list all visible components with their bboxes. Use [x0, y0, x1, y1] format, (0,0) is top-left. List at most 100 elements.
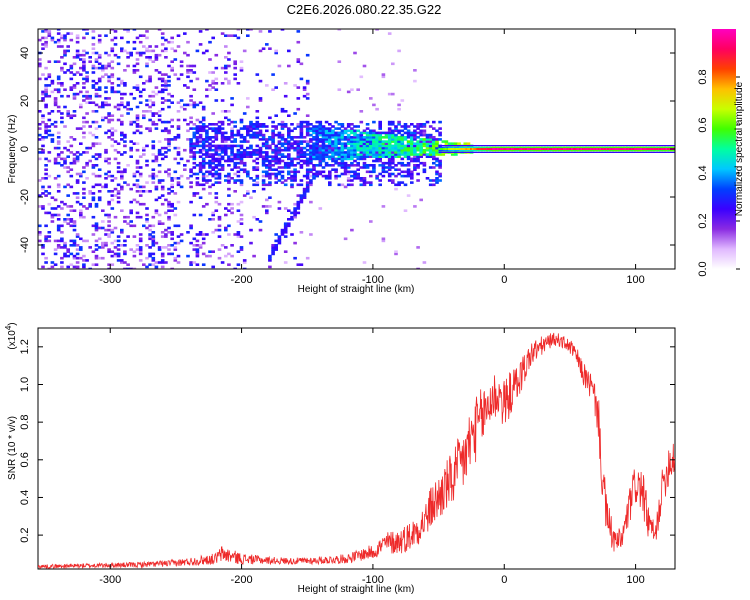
spectrogram-cell: [44, 190, 48, 193]
spectrogram-cell: [474, 145, 477, 147]
spectrogram-cell: [673, 146, 675, 148]
spectrogram-cell: [151, 181, 156, 184]
spectrogram-cell: [255, 151, 260, 154]
spectrogram-cell: [387, 168, 392, 171]
spectrogram-cell: [531, 145, 534, 147]
spectrogram-cell: [343, 151, 348, 154]
spectrogram-cell: [227, 179, 231, 182]
spectrogram-cell: [41, 138, 45, 141]
spectrogram-cell: [164, 129, 168, 133]
spectrogram-cell: [192, 71, 197, 74]
spectrogram-cell: [536, 150, 539, 152]
spectrogram-cell: [586, 150, 589, 152]
spectrogram-cell: [201, 140, 206, 143]
spectrogram-cell: [164, 47, 168, 50]
spectrogram-cell: [369, 133, 373, 137]
spectrogram-cell: [252, 179, 256, 182]
spectrogram-cell: [346, 142, 351, 145]
spectrogram-cell: [75, 244, 80, 247]
spectrogram-cell: [255, 73, 260, 76]
spectrogram-cell: [183, 168, 187, 171]
spectrogram-cell: [652, 146, 655, 148]
spectrogram-cell: [56, 38, 61, 42]
spectrogram-cell: [397, 146, 401, 150]
spectrogram-cell: [88, 267, 92, 269]
spectrogram-cell: [151, 256, 156, 260]
spectrogram-cell: [107, 103, 111, 107]
spectrogram-cell: [145, 226, 149, 230]
spectrogram-cell: [227, 123, 231, 126]
spectrogram-cell: [422, 170, 427, 174]
spectrogram-cell: [110, 60, 115, 63]
spectrogram-cell: [56, 45, 61, 48]
spectrogram-cell: [214, 177, 219, 180]
spectrogram-cell: [132, 142, 137, 145]
spectrogram-cell: [296, 97, 301, 100]
spectrogram-cell: [72, 62, 77, 66]
spectrogram-cell: [387, 161, 392, 165]
spectrogram-cell: [550, 145, 553, 147]
spectrogram-cell: [280, 170, 285, 174]
spectrogram-cell: [545, 146, 548, 148]
spectrogram-cell: [170, 190, 174, 193]
spectrogram-cell: [337, 88, 342, 91]
spectrogram-cell: [428, 151, 433, 154]
spectrogram-cell: [515, 147, 518, 151]
spectrogram-cell: [116, 254, 121, 258]
spectrogram-cell: [394, 183, 398, 187]
spectrogram-cell: [353, 170, 357, 174]
spectrogram-cell: [82, 254, 86, 258]
spectrogram-cell: [265, 166, 269, 169]
spectrogram-cell: [148, 110, 152, 113]
spectrogram-cell: [619, 150, 622, 152]
spectrogram-cell: [309, 129, 313, 133]
spectrogram-cell: [271, 73, 275, 76]
spectrogram-cell: [462, 145, 465, 147]
spectrogram-cell: [553, 150, 556, 152]
spectrogram-cell: [287, 114, 291, 117]
spectrogram-cell: [164, 56, 168, 59]
spectrogram-cell: [428, 146, 433, 150]
spectrogram-cell: [280, 110, 285, 113]
spectrogram-cell: [312, 131, 316, 135]
spectrogram-cell: [173, 136, 178, 139]
spectrogram-cell: [227, 209, 231, 212]
snr-x-label: Height of straight line (km): [298, 584, 415, 595]
spectrogram-cell: [350, 170, 354, 174]
spectrogram-cell: [473, 145, 476, 147]
spectrogram-cell: [646, 145, 649, 147]
spectrogram-cell: [82, 69, 86, 72]
spectrogram-cell: [88, 56, 92, 59]
spectrogram-cell: [220, 144, 225, 148]
spectrogram-cell: [160, 88, 165, 91]
spectrogram-cell: [665, 147, 668, 151]
spectrogram-cell: [451, 146, 454, 148]
spectrogram-cell: [44, 123, 48, 126]
spectrogram-cell: [236, 36, 241, 40]
spectrogram-cell: [470, 151, 472, 153]
spectrogram-cell: [82, 49, 86, 53]
spectrogram-cell: [154, 127, 159, 130]
spectrogram-cell: [346, 179, 351, 182]
spectrogram-cell: [214, 172, 219, 176]
spectrogram-cell: [107, 224, 111, 228]
spectrogram-cell: [239, 60, 244, 63]
spectrogram-cell: [668, 146, 671, 148]
spectrogram-cell: [135, 159, 140, 163]
spectrogram-cell: [646, 146, 649, 148]
spectrogram-cell: [227, 58, 231, 61]
spectrogram-cell: [299, 231, 304, 234]
spectrogram-cell: [400, 146, 405, 150]
spectrogram-cell: [123, 49, 127, 53]
spectrogram-cell: [107, 129, 111, 133]
spectrogram-cell: [627, 145, 630, 147]
spectrogram-cell: [192, 166, 197, 169]
spectrogram-cell: [176, 261, 181, 264]
spectrogram-cell: [38, 151, 42, 154]
spectrogram-cell: [227, 194, 231, 197]
spectrogram-cell: [53, 239, 58, 243]
spectrogram-cell: [413, 69, 417, 72]
spectrogram-cell: [365, 131, 370, 135]
spectrogram-cell: [79, 53, 83, 57]
spectrogram-cell: [648, 151, 651, 153]
